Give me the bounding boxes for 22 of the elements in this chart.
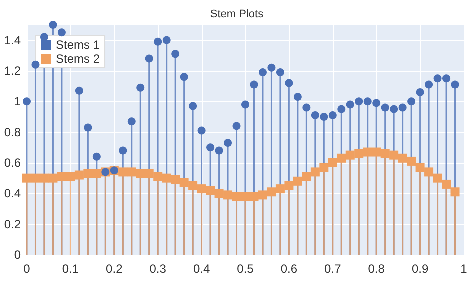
legend-label: Stems 1 bbox=[56, 38, 100, 52]
y-tick-label: 0.6 bbox=[4, 156, 22, 170]
x-tick-label: 1 bbox=[460, 262, 468, 276]
x-tick-label: 0.4 bbox=[193, 262, 210, 276]
chart-title: Stem Plots bbox=[210, 8, 264, 20]
x-tick-label: 0.6 bbox=[280, 262, 298, 276]
y-tick-label: 0.2 bbox=[4, 217, 22, 232]
x-tick-label: 0.3 bbox=[150, 262, 167, 276]
legend-label: Stems 2 bbox=[56, 52, 100, 66]
x-tick-label: 0.2 bbox=[106, 262, 124, 276]
x-tick-label: 0.9 bbox=[412, 262, 429, 276]
x-tick-label: 0.7 bbox=[324, 262, 342, 276]
y-tick-label: 0.8 bbox=[4, 125, 22, 140]
x-tick-label: 0.5 bbox=[237, 262, 254, 276]
x-tick-label: 0.1 bbox=[62, 262, 80, 276]
y-tick-label: 1.2 bbox=[4, 64, 22, 78]
x-tick-label: 0.8 bbox=[368, 262, 386, 276]
x-tick-label: 0 bbox=[24, 262, 31, 276]
y-tick-label: 0.4 bbox=[4, 186, 22, 201]
y-tick-label: 1.4 bbox=[4, 33, 22, 48]
y-tick-label: 1 bbox=[14, 94, 22, 109]
y-tick-label: 0 bbox=[14, 248, 22, 262]
